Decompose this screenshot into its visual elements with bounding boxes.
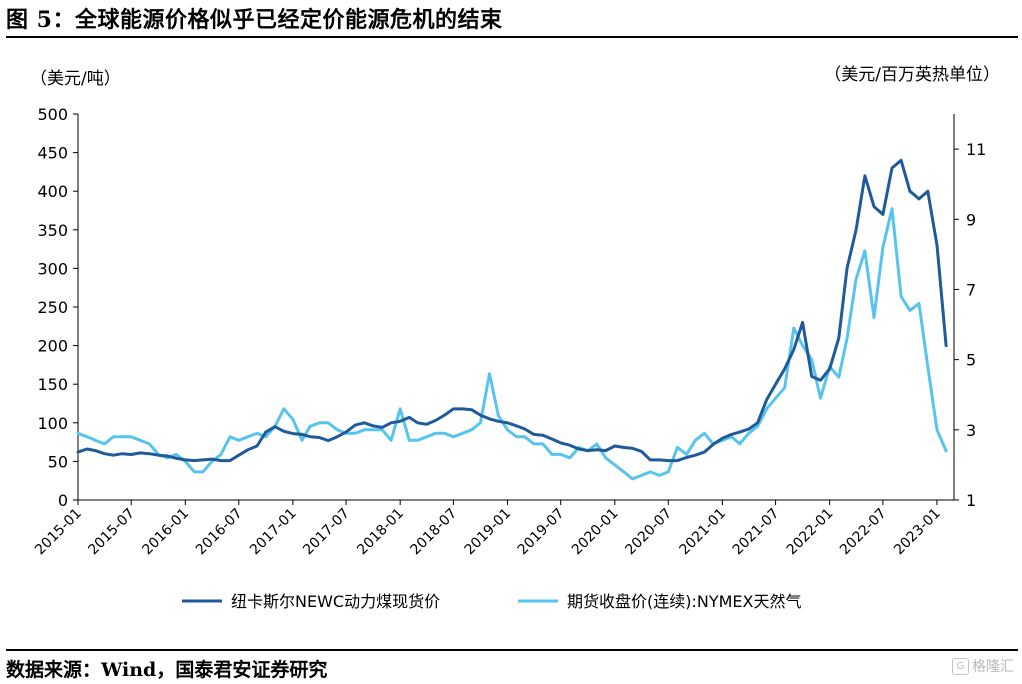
right-tick-label: 9 (966, 210, 976, 229)
right-axis-ticks: 1 3 5 7 9 11 (954, 140, 986, 510)
left-tick-label: 0 (58, 491, 68, 510)
figure-title: 图 5：全球能源价格似乎已经定价能源危机的结束 (6, 7, 503, 33)
right-tick-label: 1 (966, 491, 976, 510)
title-rule (6, 36, 1018, 38)
left-axis-ticks: 0 50 100 150 200 250 300 350 400 450 500 (37, 105, 78, 510)
series-line-coal (76, 158, 948, 463)
x-tick-label: 2018-01 (354, 506, 407, 559)
right-tick-label: 7 (966, 280, 976, 299)
series-layer (76, 158, 948, 481)
right-tick-label: 5 (966, 351, 976, 370)
left-tick-label: 400 (37, 182, 68, 201)
x-tick-label: 2017-07 (300, 506, 353, 559)
left-tick-label: 50 (48, 452, 68, 471)
left-tick-label: 100 (37, 414, 68, 433)
series-line-gas (76, 207, 948, 481)
left-axis-unit: （美元/吨） (30, 69, 121, 89)
left-tick-label: 300 (37, 259, 68, 278)
x-tick-label: 2022-07 (837, 506, 890, 559)
x-tick-label: 2018-07 (408, 506, 461, 559)
x-tick-label: 2015-01 (32, 506, 85, 559)
x-tick-label: 2023-01 (891, 506, 944, 559)
watermark-text: 格隆汇 (972, 659, 1014, 675)
left-tick-label: 250 (37, 298, 68, 317)
left-tick-label: 500 (37, 105, 68, 124)
x-tick-label: 2016-07 (193, 506, 246, 559)
source-rule (6, 649, 1018, 651)
x-tick-label: 2016-01 (139, 506, 192, 559)
right-tick-label: 3 (966, 421, 976, 440)
x-tick-label: 2019-01 (462, 506, 515, 559)
x-tick-label: 2015-07 (85, 506, 138, 559)
x-tick-label: 2021-07 (730, 506, 783, 559)
left-tick-label: 200 (37, 337, 68, 356)
x-axis-ticks: 2015-01 2015-07 2016-01 2016-07 2017-01 2017-… (32, 500, 944, 558)
legend-label-coal: 纽卡斯尔NEWC动力煤现货价 (231, 592, 440, 611)
right-axis-unit: （美元/百万英热单位） (824, 65, 1000, 85)
watermark-logo-icon: G (952, 657, 969, 675)
x-tick-label: 2021-01 (677, 506, 730, 559)
legend: 纽卡斯尔NEWC动力煤现货价 期货收盘价(连续):NYMEX天然气 (182, 592, 802, 611)
x-tick-label: 2020-01 (569, 506, 622, 559)
source-note: 数据来源：Wind，国泰君安证券研究 (6, 659, 328, 681)
x-tick-label: 2017-01 (247, 506, 300, 559)
x-tick-label: 2022-01 (784, 506, 837, 559)
left-tick-label: 350 (37, 221, 68, 240)
x-tick-label: 2020-07 (622, 506, 675, 559)
left-tick-label: 150 (37, 375, 68, 394)
right-tick-label: 11 (966, 140, 986, 159)
watermark: G 格隆汇 (952, 656, 1014, 676)
x-tick-label: 2019-07 (515, 506, 568, 559)
left-tick-label: 450 (37, 144, 68, 163)
legend-label-gas: 期货收盘价(连续):NYMEX天然气 (567, 592, 802, 611)
